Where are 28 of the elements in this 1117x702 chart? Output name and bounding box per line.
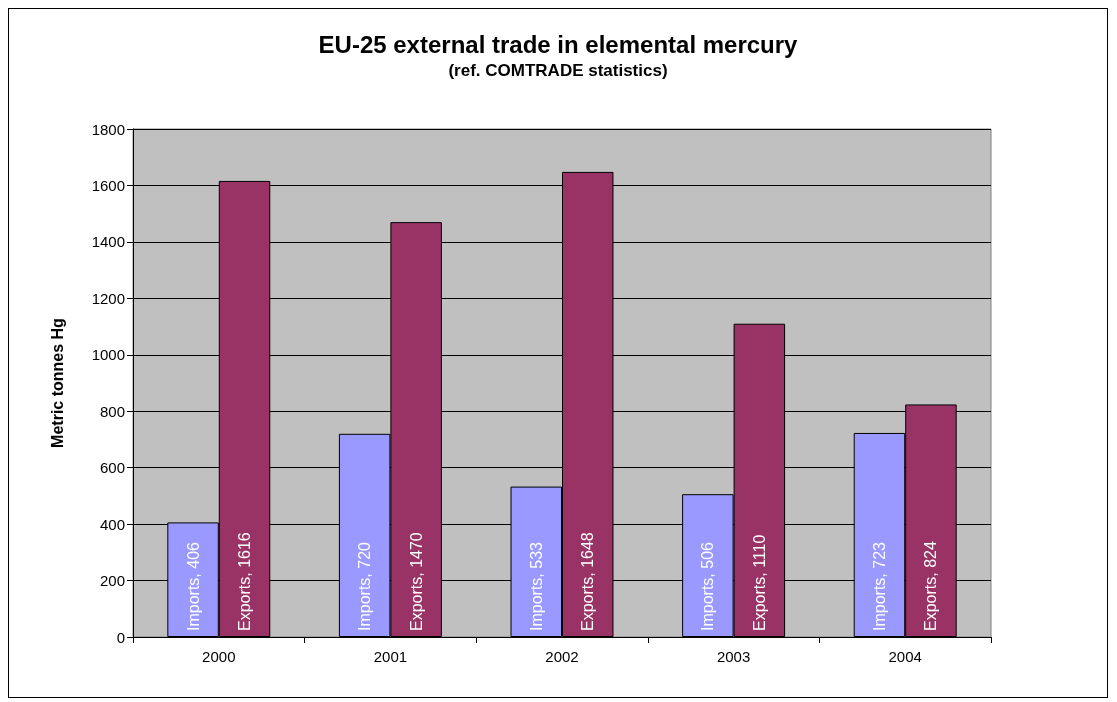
x-tick-label: 2003 [716,648,751,665]
y-tick-label: 1200 [91,289,125,307]
data-label: Imports, 533 [527,541,545,631]
data-label: Imports, 406 [184,541,202,631]
data-label: Exports, 1648 [579,532,597,631]
x-tick-label: 2001 [373,648,408,665]
data-label: Exports, 1470 [407,532,425,631]
chart-title: EU-25 external trade in elemental mercury [318,30,799,58]
data-label: Exports, 1110 [750,534,768,631]
chart-subtitle: (ref. COMTRADE statistics) [448,61,668,80]
y-tick-label: 800 [99,402,125,420]
x-tick-label: 2004 [888,648,922,665]
data-label: Imports, 720 [356,541,374,631]
y-tick-label: 1000 [91,346,125,364]
y-tick-label: 600 [99,459,125,477]
y-tick-label: 400 [99,515,125,533]
data-label: Imports, 723 [870,541,888,631]
data-label: Exports, 824 [922,541,940,631]
x-tick-label: 2002 [545,648,579,665]
y-axis-title: Metric tonnes Hg [48,318,66,448]
y-tick-label: 1800 [91,120,125,138]
y-tick-label: 1400 [91,233,125,251]
data-label: Exports, 1616 [236,532,254,631]
data-label: Imports, 506 [699,541,717,631]
x-tick-label: 2000 [202,648,236,665]
y-tick-label: 0 [116,628,125,646]
y-tick-label: 200 [99,572,125,590]
y-tick-label: 1600 [91,176,125,194]
